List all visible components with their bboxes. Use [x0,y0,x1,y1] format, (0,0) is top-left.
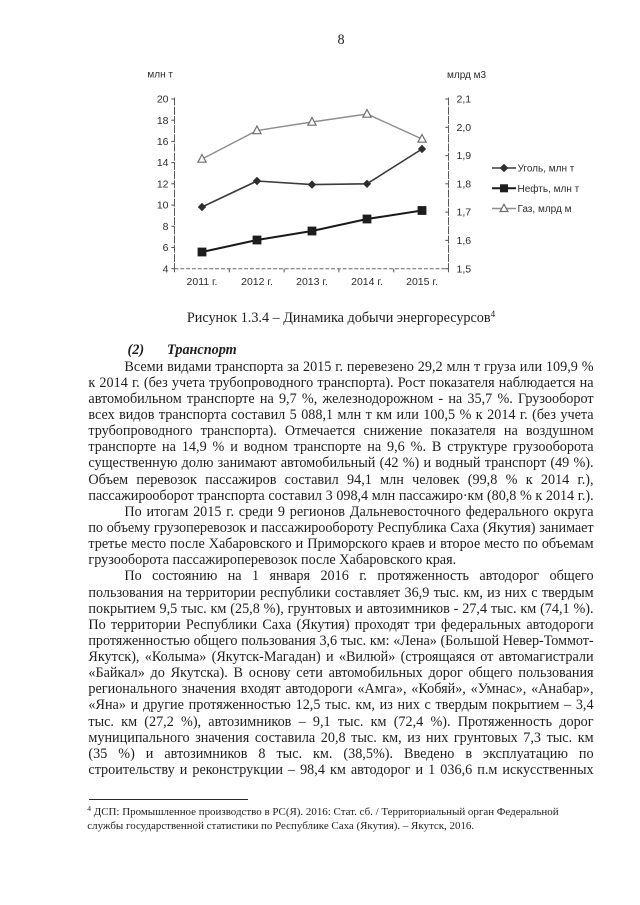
svg-text:18: 18 [157,115,169,127]
svg-text:1,9: 1,9 [457,150,472,162]
svg-text:Уголь, млн т: Уголь, млн т [518,164,575,175]
svg-text:1,7: 1,7 [457,207,472,219]
svg-text:Нефть, млн т: Нефть, млн т [518,183,580,195]
svg-text:8: 8 [163,221,169,233]
svg-text:2012 г.: 2012 г. [241,276,273,288]
svg-text:млрд м3: млрд м3 [447,70,487,81]
svg-text:16: 16 [157,136,169,148]
svg-text:10: 10 [157,200,169,212]
svg-text:6: 6 [163,242,169,254]
svg-text:1,6: 1,6 [457,235,472,247]
svg-text:1,8: 1,8 [457,178,472,190]
svg-text:2011 г.: 2011 г. [187,276,218,288]
svg-text:14: 14 [157,157,169,169]
svg-text:Газ, млрд м: Газ, млрд м [518,204,572,215]
svg-text:4: 4 [163,263,169,275]
svg-text:12: 12 [157,178,169,190]
svg-text:2013 г.: 2013 г. [296,276,328,288]
svg-text:2,0: 2,0 [457,122,472,134]
svg-text:млн т: млн т [147,70,173,81]
svg-text:2015 г.: 2015 г. [406,276,438,288]
svg-text:2014 г.: 2014 г. [351,276,383,288]
svg-text:20: 20 [157,94,169,106]
svg-text:1,5: 1,5 [457,263,472,275]
svg-text:2,1: 2,1 [457,94,472,106]
